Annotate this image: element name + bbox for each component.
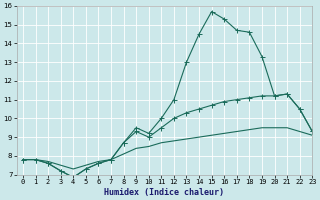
X-axis label: Humidex (Indice chaleur): Humidex (Indice chaleur)	[104, 188, 224, 197]
